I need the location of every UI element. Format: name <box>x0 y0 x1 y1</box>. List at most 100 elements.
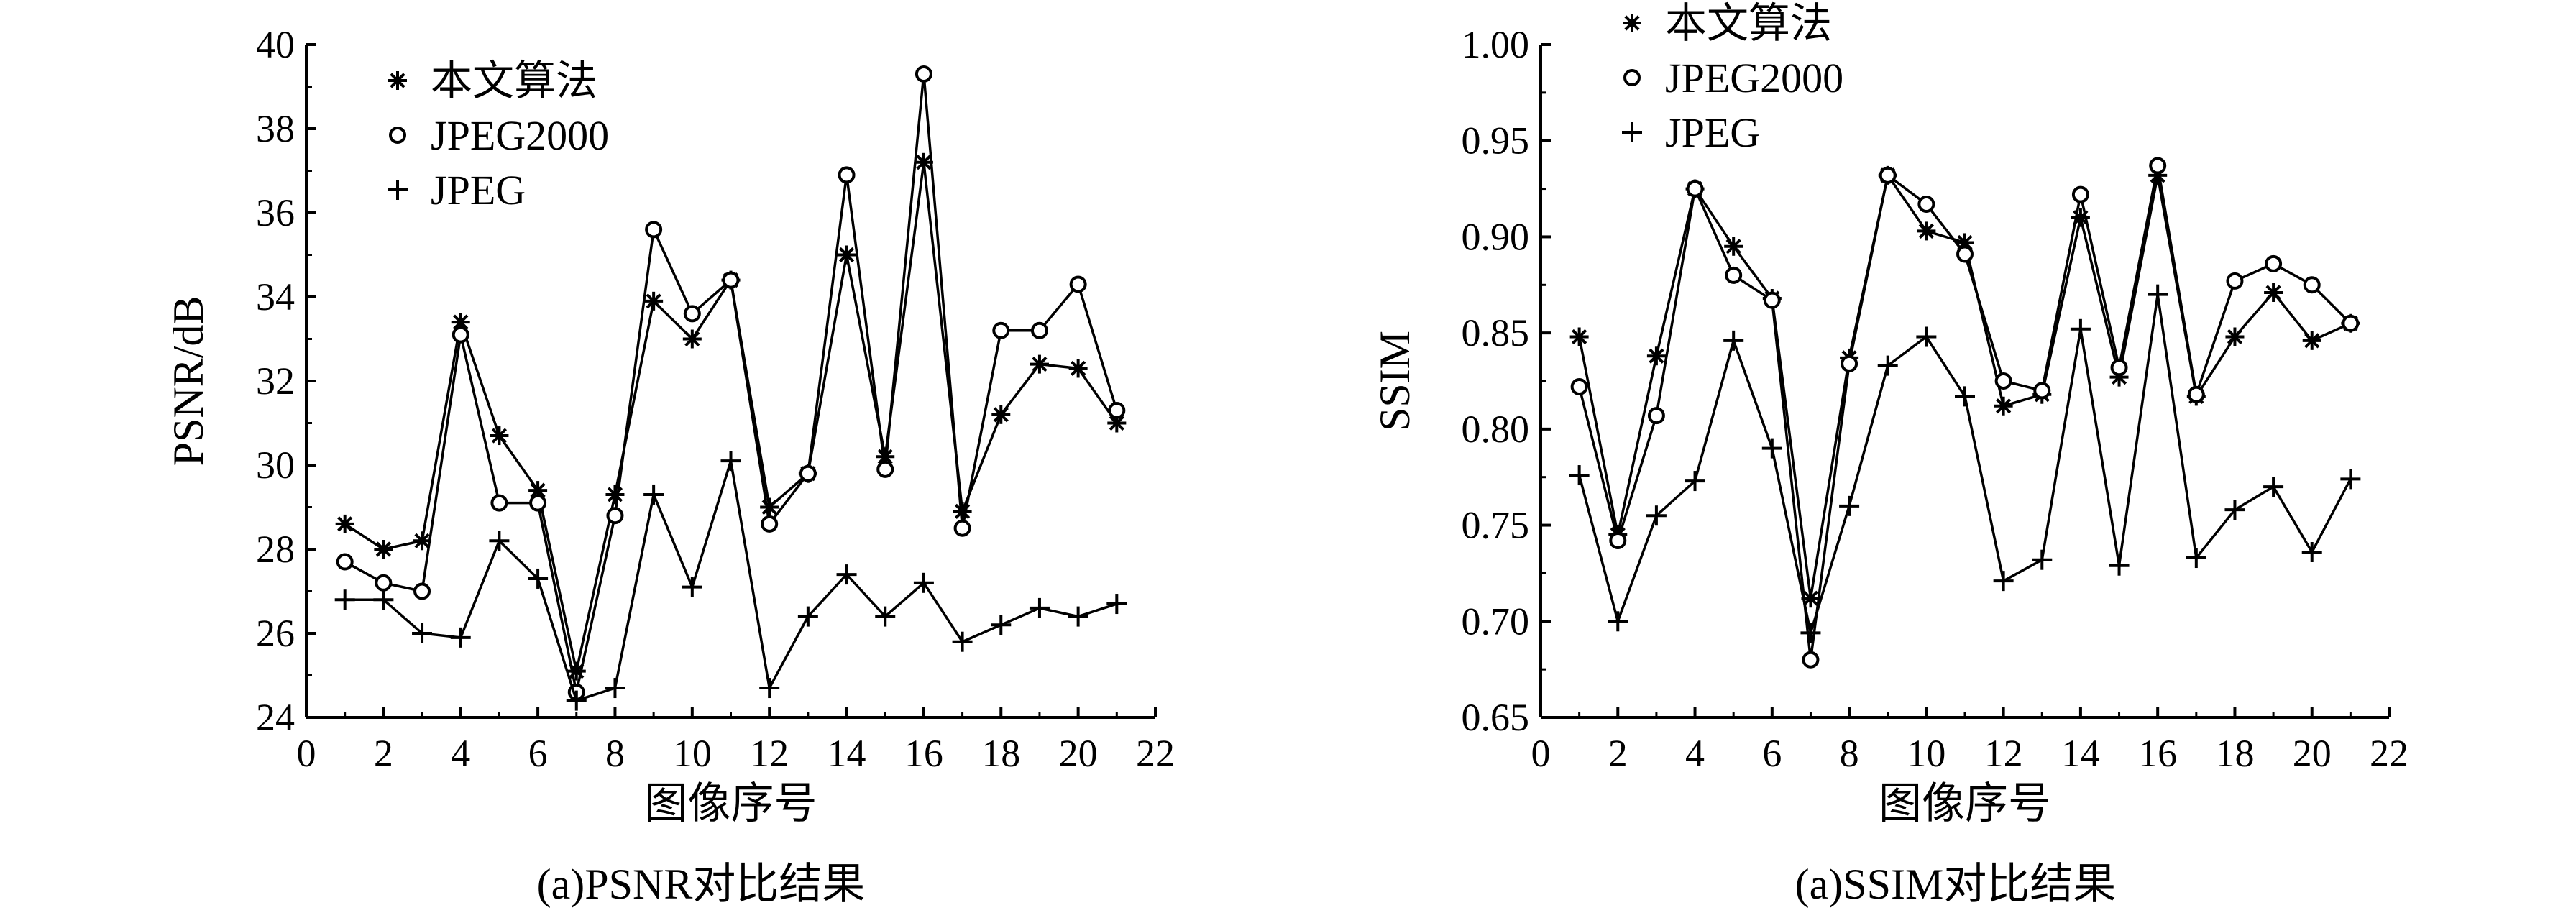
data-point-plus <box>759 678 780 699</box>
data-point-plus <box>412 623 433 643</box>
data-point-asterisk <box>1068 359 1088 378</box>
y-tick-label: 0.75 <box>1462 504 1530 547</box>
data-point-asterisk <box>2225 327 2245 346</box>
y-axis-label: PSNR/dB <box>165 296 212 467</box>
data-point-plus <box>450 627 471 648</box>
data-point-plus <box>682 577 702 597</box>
data-point-plus <box>797 606 818 627</box>
data-point-circle <box>529 494 547 512</box>
legend-label: JPEG <box>1665 109 1760 156</box>
y-axis-label: SSIM <box>1371 331 1418 431</box>
data-point-circle <box>1647 407 1665 425</box>
y-tick-label: 40 <box>256 23 295 66</box>
x-tick-label: 18 <box>2215 732 2254 775</box>
series-plus <box>334 451 1127 711</box>
data-point-circle <box>645 221 663 239</box>
data-point-asterisk <box>1107 413 1127 433</box>
data-point-asterisk <box>528 481 548 500</box>
data-point-asterisk <box>682 329 702 349</box>
legend-marker-plus <box>1622 122 1642 142</box>
x-tick-label: 18 <box>981 732 1020 775</box>
data-point-circle <box>722 271 740 289</box>
data-point-circle <box>992 321 1010 339</box>
data-point-circle <box>1030 321 1048 339</box>
data-point-circle <box>761 515 779 533</box>
y-tick-label: 0.85 <box>1462 311 1530 354</box>
data-point-plus <box>605 678 625 699</box>
data-point-circle <box>876 460 894 478</box>
data-point-circle <box>1879 166 1897 184</box>
x-axis-label: 图像序号 <box>645 780 817 827</box>
data-point-circle <box>490 494 508 512</box>
y-tick-label: 26 <box>256 612 295 655</box>
x-tick-label: 20 <box>1059 732 1098 775</box>
series-circle <box>1570 157 2360 669</box>
data-point-circle <box>1108 401 1126 419</box>
data-point-plus <box>1646 505 1667 526</box>
data-point-plus <box>1839 495 1860 516</box>
data-point-circle <box>838 166 856 184</box>
x-tick-label: 2 <box>1608 732 1628 775</box>
y-tick-label: 38 <box>256 107 295 150</box>
data-point-plus <box>1955 386 1975 407</box>
data-point-circle <box>2226 272 2244 290</box>
data-point-asterisk <box>1030 354 1049 374</box>
x-tick-label: 2 <box>374 732 393 775</box>
data-point-asterisk <box>1569 327 1589 346</box>
y-tick-label: 30 <box>256 444 295 487</box>
data-point-asterisk <box>413 531 432 551</box>
data-point-plus <box>1800 623 1821 643</box>
data-point-plus <box>952 631 973 652</box>
data-point-plus <box>566 690 587 711</box>
data-point-plus <box>1993 571 2014 592</box>
data-point-plus <box>913 572 934 593</box>
data-point-asterisk <box>914 152 933 172</box>
x-tick-label: 14 <box>828 732 866 775</box>
data-point-circle <box>336 553 354 571</box>
y-tick-label: 34 <box>256 275 295 318</box>
data-point-plus <box>1877 355 1898 376</box>
data-point-plus <box>2148 284 2168 305</box>
data-point-plus <box>2301 542 2322 563</box>
data-point-circle <box>1802 651 1820 669</box>
data-point-circle <box>2265 254 2283 272</box>
x-tick-label: 8 <box>1840 732 1859 775</box>
data-point-plus <box>1723 330 1744 351</box>
data-point-asterisk <box>1724 237 1743 256</box>
legend-marker-asterisk <box>388 71 407 90</box>
data-point-plus <box>643 484 664 505</box>
data-point-circle <box>1725 266 1743 284</box>
data-point-circle <box>1570 378 1588 396</box>
y-tick-label: 36 <box>256 191 295 234</box>
x-tick-label: 4 <box>1685 732 1705 775</box>
y-tick-label: 0.80 <box>1462 408 1530 451</box>
data-point-asterisk <box>2264 283 2283 302</box>
data-point-plus <box>991 615 1012 635</box>
data-point-plus <box>1106 594 1127 615</box>
chart-psnr: 0 2 4 6 8 10 12 14 16 18 20 22242628303234363840图像序… <box>165 23 1175 908</box>
data-point-plus <box>836 564 857 585</box>
data-point-circle <box>375 574 393 592</box>
chart-caption: (a)PSNR对比结果 <box>537 860 866 908</box>
chart-caption: (a)SSIM对比结果 <box>1795 860 2117 908</box>
legend-marker-plus <box>388 180 408 200</box>
data-point-plus <box>2032 549 2053 570</box>
x-tick-label: 14 <box>2061 732 2100 775</box>
y-tick-label: 1.00 <box>1462 23 1530 66</box>
data-point-plus <box>2109 555 2130 576</box>
data-point-plus <box>1685 471 1705 492</box>
x-tick-label: 10 <box>1907 732 1945 775</box>
data-point-plus <box>1068 606 1088 627</box>
data-point-circle <box>1609 531 1627 549</box>
legend: 本文算法 JPEG2000 JPEG <box>388 58 609 214</box>
x-tick-label: 12 <box>750 732 789 775</box>
data-point-circle <box>2149 157 2167 175</box>
y-tick-label: 0.90 <box>1462 215 1530 258</box>
data-point-asterisk <box>451 313 470 332</box>
x-tick-label: 20 <box>2293 732 2332 775</box>
data-point-circle <box>2033 382 2051 400</box>
x-tick-label: 8 <box>605 732 625 775</box>
data-point-circle <box>953 519 971 537</box>
data-point-asterisk <box>490 426 509 446</box>
data-point-asterisk <box>991 405 1011 424</box>
